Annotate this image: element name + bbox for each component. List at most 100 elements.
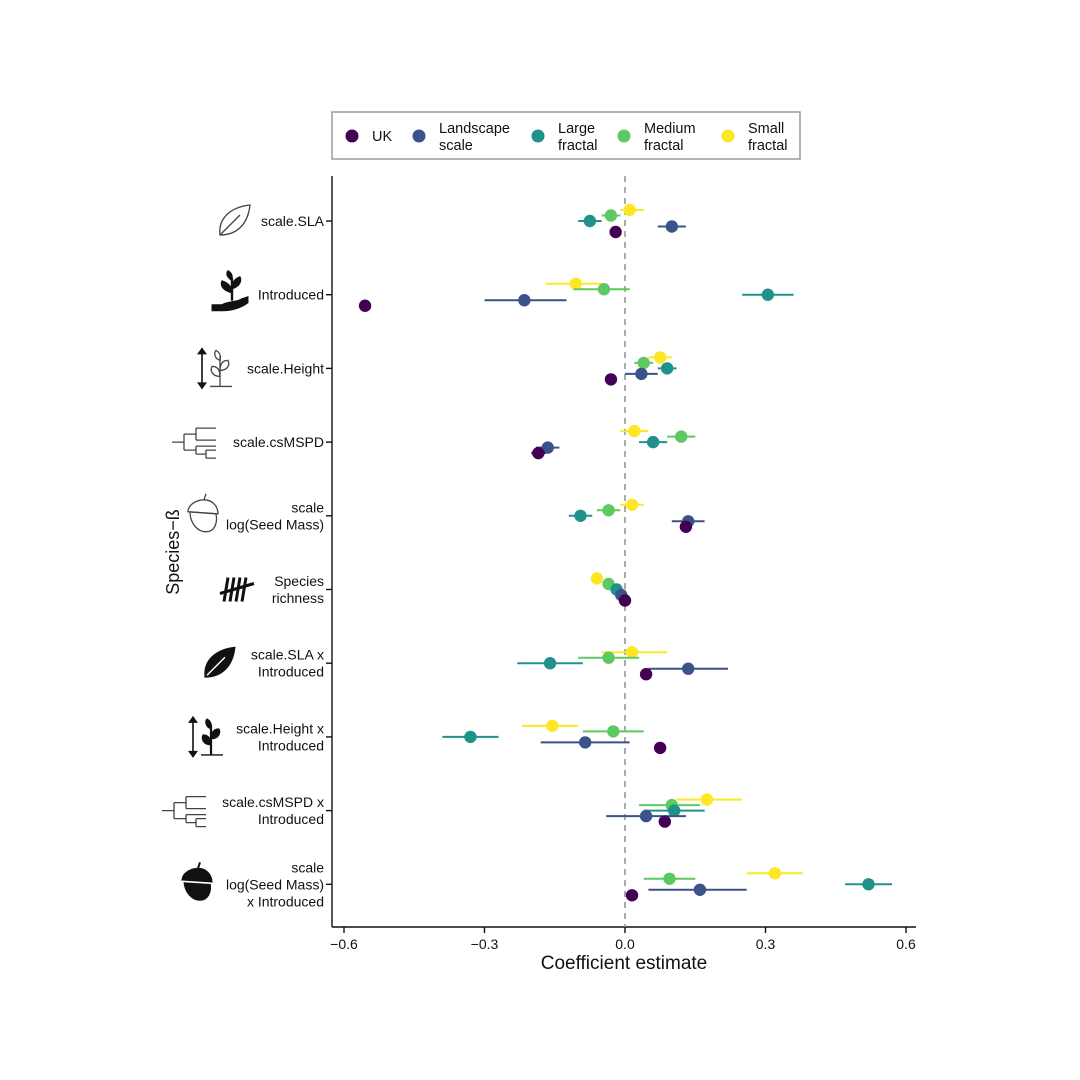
term-label: log(Seed Mass) — [226, 876, 324, 892]
leaf-outline-icon — [219, 204, 251, 236]
estimate-point — [667, 430, 696, 443]
estimate-dot — [665, 220, 679, 233]
estimate-point — [625, 367, 658, 381]
estimate-dot — [667, 804, 681, 817]
estimate-point — [545, 277, 602, 290]
estimate-point — [620, 424, 649, 438]
x-axis-title: Coefficient estimate — [541, 953, 708, 974]
estimate-point — [639, 435, 668, 449]
x-tick-label: 0.6 — [896, 936, 916, 952]
term-label: log(Seed Mass) — [226, 516, 324, 532]
estimate-point — [648, 883, 747, 896]
estimate-dot — [679, 520, 693, 533]
estimate-point — [648, 662, 729, 675]
legend-label: fractal — [644, 138, 684, 154]
legend-swatch — [412, 129, 426, 143]
estimate-dot — [639, 668, 653, 681]
estimate-point — [746, 867, 803, 880]
estimate-dot — [639, 809, 653, 823]
estimate-point — [573, 283, 630, 296]
estimate-dot — [623, 203, 636, 217]
leaf-filled-icon — [204, 646, 236, 678]
estimate-point — [521, 719, 579, 733]
estimate-dot — [569, 277, 583, 290]
estimate-dot — [646, 435, 660, 449]
estimate-dot — [541, 441, 554, 454]
estimate-point — [540, 736, 630, 749]
x-tick-label: 0.0 — [615, 936, 635, 952]
legend-label: Medium — [644, 121, 696, 137]
estimate-dot — [464, 730, 477, 744]
estimate-point — [643, 804, 705, 817]
term-label: Introduced — [258, 811, 324, 827]
estimate-point — [531, 446, 546, 460]
estimate-point — [639, 668, 653, 681]
estimate-dot — [607, 725, 620, 738]
estimate-point — [653, 741, 667, 755]
term-label: Introduced — [258, 287, 324, 303]
phylogeny-outline-icon — [172, 427, 216, 459]
estimate-dot — [578, 736, 592, 749]
x-axis-ticks: −0.6 −0.3 0.0 0.3 0.6 — [330, 927, 916, 952]
estimate-point — [620, 203, 644, 217]
estimate-dot — [693, 883, 707, 896]
estimate-dot — [653, 741, 667, 755]
tally-marks-icon — [219, 577, 255, 602]
term-icons — [162, 204, 255, 901]
legend-label: Small — [748, 121, 784, 137]
estimate-dot — [602, 651, 615, 664]
estimate-dot — [618, 594, 632, 607]
estimate-dot — [637, 356, 650, 370]
acorn-filled-icon — [181, 861, 213, 901]
term-label: scale.csMSPD — [233, 434, 324, 450]
estimate-dot — [625, 646, 639, 659]
estimate-point — [648, 351, 672, 364]
estimate-dot — [358, 299, 372, 312]
term-label: scale.SLA — [261, 213, 325, 229]
estimate-point — [590, 572, 604, 585]
estimate-point — [604, 373, 618, 386]
estimate-point — [601, 209, 621, 222]
estimate-dot — [658, 815, 672, 828]
estimate-point — [578, 214, 602, 228]
estimate-point — [358, 299, 372, 312]
estimate-dot — [604, 209, 618, 222]
estimate-dot — [862, 878, 875, 891]
term-label: scale.SLA x — [251, 647, 324, 663]
estimate-marks — [358, 203, 892, 902]
estimate-point — [578, 651, 640, 664]
legend-label: fractal — [558, 138, 598, 154]
estimate-point — [568, 509, 593, 522]
term-label: scale.Height x — [236, 720, 324, 736]
estimate-point — [845, 878, 892, 891]
estimate-point — [643, 872, 696, 885]
estimate-dot — [532, 446, 545, 460]
estimate-point — [679, 520, 693, 533]
estimate-dot — [518, 294, 531, 307]
estimate-point — [606, 809, 686, 823]
estimate-point — [517, 657, 583, 670]
estimate-dot — [602, 504, 615, 517]
estimate-point — [609, 225, 622, 239]
term-label: Introduced — [258, 737, 324, 753]
estimate-dot — [625, 498, 639, 511]
term-label: scale.csMSPD x — [222, 794, 324, 810]
seedling-hand-icon — [211, 270, 249, 312]
estimate-dot — [574, 509, 587, 522]
x-tick-label: −0.3 — [471, 936, 499, 952]
estimate-dot — [761, 288, 775, 301]
legend-swatch — [721, 129, 735, 143]
term-labels: scale.SLA Introduced scale.Height scale.csM… — [222, 213, 332, 909]
estimate-point — [676, 793, 743, 806]
estimate-point — [658, 815, 672, 828]
estimate-point — [596, 504, 621, 517]
estimate-point — [582, 725, 644, 738]
legend-label: UK — [372, 129, 392, 145]
term-label: scale — [291, 499, 324, 515]
estimate-dot — [597, 283, 611, 296]
estimate-dot — [590, 572, 604, 585]
term-label: scale.Height — [247, 360, 324, 376]
